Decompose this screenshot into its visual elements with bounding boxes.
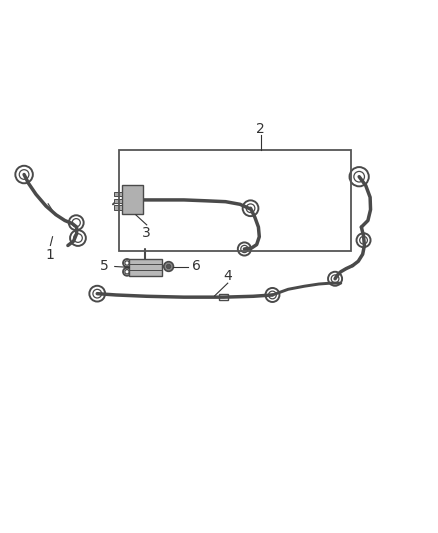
Text: 5: 5	[100, 260, 109, 273]
Bar	[114, 199, 122, 203]
Text: 2: 2	[256, 122, 265, 135]
Circle shape	[164, 262, 173, 271]
Bar	[114, 192, 122, 197]
Bar	[119, 150, 351, 251]
Text: 1: 1	[46, 248, 55, 262]
Bar	[219, 294, 228, 300]
Bar	[114, 205, 122, 209]
Text: 4: 4	[223, 269, 232, 283]
Text: 3: 3	[142, 226, 151, 240]
Bar	[129, 259, 162, 276]
Text: 6: 6	[192, 260, 201, 273]
Bar	[122, 185, 143, 214]
Circle shape	[166, 264, 171, 269]
